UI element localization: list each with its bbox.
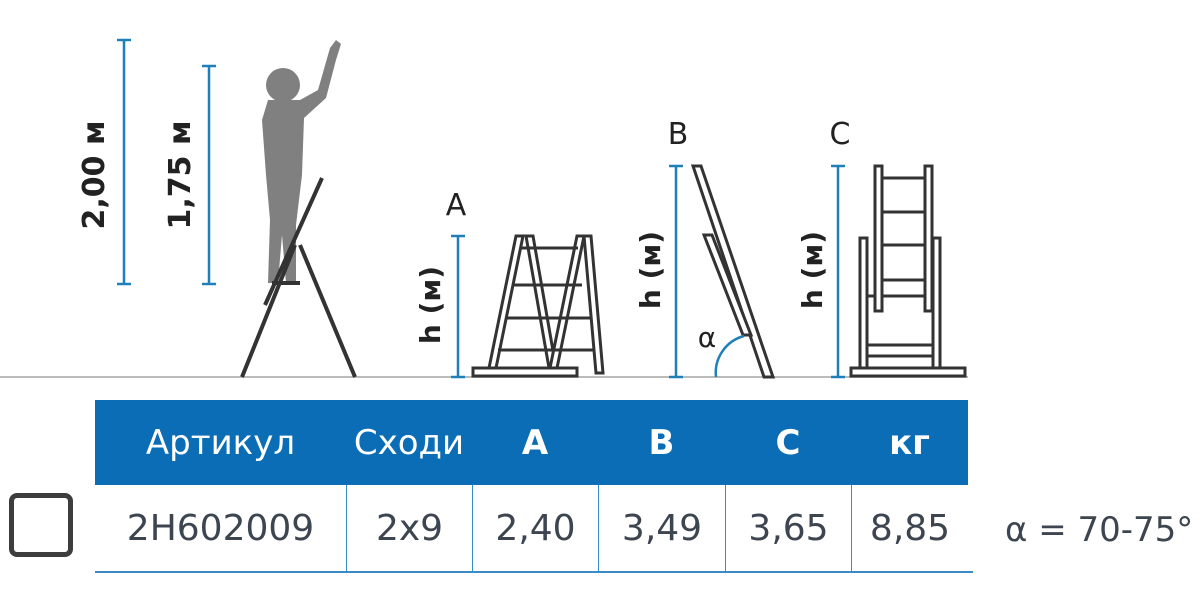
angle-symbol: α (698, 321, 716, 354)
header-kg: кг (889, 422, 930, 463)
header-b: B (648, 422, 675, 463)
label-h-b: h (м) (634, 231, 667, 309)
header-steps: Сходи (353, 422, 465, 463)
ladder-illustration: 2,00 м 1,75 м A h (м) B h (м) α (0, 38, 968, 379)
header-article: Артикул (145, 422, 296, 463)
ladder-a (471, 234, 605, 378)
header-c: C (775, 422, 801, 463)
ladder-b (690, 164, 776, 379)
table-header: Артикул Сходи A B C кг (95, 400, 968, 485)
cell-article: 2H602009 (126, 507, 315, 549)
cell-a: 2,40 (472, 485, 598, 571)
select-checkbox[interactable] (9, 493, 73, 557)
cell-b: 3,49 (598, 485, 725, 571)
ladder-c (849, 164, 967, 378)
angle-note: α = 70-75° (1005, 510, 1194, 550)
label-175m: 1,75 м (163, 121, 198, 230)
measure-175m (202, 64, 216, 286)
measure-b (669, 164, 683, 379)
label-h-a: h (м) (414, 266, 447, 344)
label-2m: 2,00 м (77, 121, 112, 230)
cell-c: 3,65 (725, 485, 851, 571)
measure-a (451, 234, 465, 379)
label-h-c: h (м) (796, 231, 829, 309)
measure-c (831, 164, 845, 379)
table-row: 2H602009 2x9 2,40 3,49 3,65 8,85 (95, 485, 973, 573)
step-ladder-person (240, 177, 357, 378)
cell-kg: 8,85 (851, 485, 968, 571)
header-a: A (521, 422, 549, 463)
label-c: C (830, 117, 851, 152)
cell-steps: 2x9 (346, 485, 472, 571)
angle-arc (714, 334, 745, 378)
label-b: B (668, 117, 689, 152)
label-a: A (446, 188, 467, 223)
measure-2m (117, 38, 131, 286)
person-silhouette (262, 40, 341, 283)
